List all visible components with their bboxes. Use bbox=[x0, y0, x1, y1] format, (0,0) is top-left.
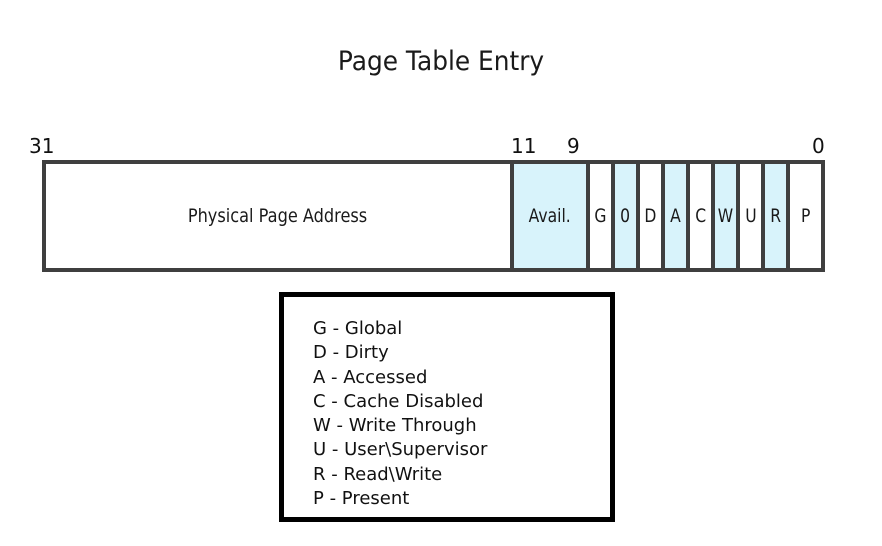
legend-item-cache-disabled: C - Cache Disabled bbox=[313, 390, 484, 412]
field-avail: Avail. bbox=[514, 164, 590, 268]
field-w: W bbox=[715, 164, 740, 268]
legend-item-accessed: A - Accessed bbox=[313, 366, 428, 388]
field-p: P bbox=[800, 205, 811, 227]
bit-number-11: 11 bbox=[511, 134, 537, 158]
legend-item-write-through: W - Write Through bbox=[313, 415, 477, 437]
field-d: D bbox=[640, 164, 665, 268]
field-a: A bbox=[665, 164, 690, 268]
field-zero: 0 bbox=[615, 164, 640, 268]
field-g: G bbox=[590, 164, 615, 268]
field-physical-page-address: Physical Page Address bbox=[46, 164, 514, 268]
legend-box: G - Global D - Dirty A - Accessed C - Ca… bbox=[279, 292, 615, 522]
bit-number-9: 9 bbox=[567, 134, 580, 158]
legend-item-dirty: D - Dirty bbox=[313, 342, 389, 364]
legend-item-global: G - Global bbox=[313, 318, 403, 339]
legend-item-user-supervisor: U - User\Supervisor bbox=[313, 439, 488, 461]
diagram-title: Page Table Entry bbox=[337, 46, 545, 77]
page-table-entry-bar: Physical Page Address Avail. G 0 D A C W… bbox=[42, 160, 825, 272]
legend-item-read-write: R - Read\Write bbox=[313, 463, 443, 485]
field-c: C bbox=[690, 164, 715, 268]
field-r: R bbox=[765, 164, 790, 268]
bit-number-31: 31 bbox=[29, 134, 55, 158]
bit-number-0: 0 bbox=[812, 134, 825, 158]
legend-item-present: P - Present bbox=[313, 488, 410, 510]
field-u: U bbox=[740, 164, 765, 268]
legend-list: G - Global D - Dirty A - Accessed C - Ca… bbox=[313, 317, 487, 511]
